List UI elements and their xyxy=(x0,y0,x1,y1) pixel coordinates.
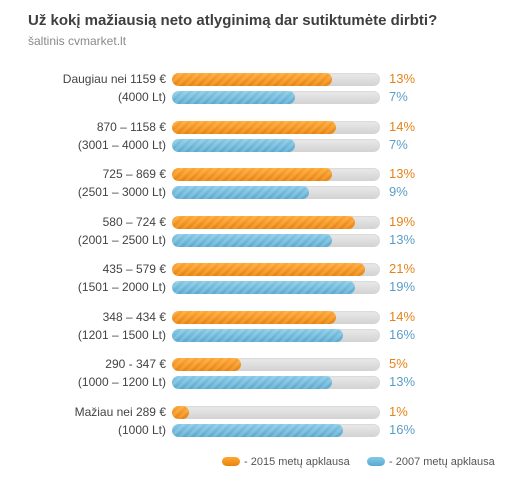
value-label-2015: 13% xyxy=(389,166,416,181)
legend-label-2007: - 2007 metų apklausa xyxy=(389,456,495,468)
value-label-2015: 14% xyxy=(389,308,416,324)
category-label: (1000 Lt) xyxy=(117,422,166,437)
bar-track xyxy=(172,91,380,104)
bar-2015 xyxy=(172,73,332,86)
value-label-2015: 1% xyxy=(389,403,408,419)
bar-track xyxy=(172,215,380,229)
bar-2007 xyxy=(172,423,343,437)
bar-track xyxy=(172,405,380,419)
value-label-2007: 16% xyxy=(389,421,416,437)
chart-source: šaltinis cvmarket.lt xyxy=(28,34,127,48)
bar-2007 xyxy=(172,91,295,104)
bar-2015 xyxy=(172,405,189,419)
category-label: Mažiau nei 289 € xyxy=(74,404,166,419)
category-label: (4000 Lt) xyxy=(117,90,166,104)
legend-swatch-2015 xyxy=(222,456,240,466)
category-label: 580 – 724 € xyxy=(102,214,166,229)
bar-track xyxy=(172,263,380,276)
value-label-2007: 16% xyxy=(389,326,416,342)
bar-track xyxy=(172,423,380,437)
value-label-2015: 5% xyxy=(389,356,408,371)
bar-2015 xyxy=(172,168,332,181)
bar-track xyxy=(172,376,380,389)
value-label-2007: 7% xyxy=(389,89,408,104)
category-label: 725 – 869 € xyxy=(102,167,166,181)
bar-2007 xyxy=(172,138,295,152)
bar-track xyxy=(172,168,380,181)
bar-2015 xyxy=(172,120,336,134)
category-label: 870 – 1158 € xyxy=(96,119,166,134)
bar-2015 xyxy=(172,310,336,324)
category-label: (1501 – 2000 Lt) xyxy=(77,280,166,294)
value-label-2015: 21% xyxy=(389,261,416,276)
bar-track xyxy=(172,120,380,134)
bar-2015 xyxy=(172,358,241,371)
category-label: Daugiau nei 1159 € xyxy=(62,72,166,86)
bar-2007 xyxy=(172,281,355,294)
bar-2007 xyxy=(172,376,332,389)
bar-track xyxy=(172,138,380,152)
bar-2007 xyxy=(172,233,332,247)
legend-item-2007: - 2007 metų apklausa xyxy=(367,456,495,468)
bar-track xyxy=(172,73,380,86)
value-label-2015: 19% xyxy=(389,213,416,229)
value-label-2007: 7% xyxy=(389,136,408,152)
bar-track xyxy=(172,358,380,371)
category-label: (2501 – 3000 Lt) xyxy=(77,185,166,199)
category-label: (3001 – 4000 Lt) xyxy=(77,137,166,152)
value-label-2007: 13% xyxy=(389,231,416,247)
bar-track xyxy=(172,186,380,199)
legend-item-2015: - 2015 metų apklausa xyxy=(222,456,350,468)
bar-track xyxy=(172,310,380,324)
bar-track xyxy=(172,233,380,247)
legend-swatch-2007 xyxy=(367,456,385,466)
bar-2015 xyxy=(172,215,355,229)
category-label: (2001 – 2500 Lt) xyxy=(77,232,166,247)
value-label-2007: 9% xyxy=(389,184,408,199)
category-label: 348 – 434 € xyxy=(102,309,166,324)
bar-2007 xyxy=(172,328,343,342)
value-label-2015: 13% xyxy=(389,71,416,86)
bar-2015 xyxy=(172,263,365,276)
category-label: (1201 – 1500 Lt) xyxy=(77,327,166,342)
bar-2007 xyxy=(172,186,309,199)
value-label-2007: 19% xyxy=(389,279,416,294)
bar-track xyxy=(172,328,380,342)
category-label: (1000 – 1200 Lt) xyxy=(77,375,166,389)
legend-label-2015: - 2015 metų apklausa xyxy=(244,456,350,468)
value-label-2015: 14% xyxy=(389,118,416,134)
category-label: 290 - 347 € xyxy=(105,357,166,371)
value-label-2007: 13% xyxy=(389,374,416,389)
bar-track xyxy=(172,281,380,294)
chart-title: Už kokį mažiausią neto atlyginimą dar su… xyxy=(28,12,438,29)
category-label: 435 – 579 € xyxy=(102,262,166,276)
